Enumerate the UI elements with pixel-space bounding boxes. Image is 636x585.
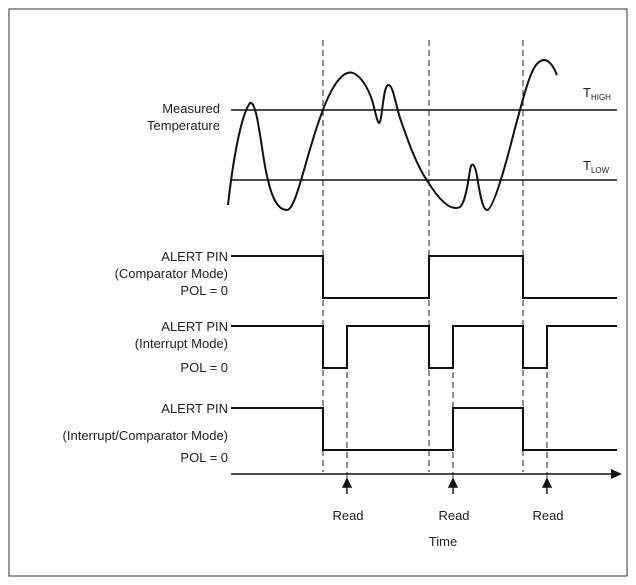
read-label-1: Read <box>332 508 363 523</box>
temperature-label-line1: Measured <box>162 101 220 116</box>
svg-text:(Interrupt/Comparator Mode): (Interrupt/Comparator Mode) <box>63 428 228 443</box>
t-low-label: TLOW <box>583 158 610 175</box>
time-label: Time <box>429 534 457 549</box>
svg-text:(Comparator Mode): (Comparator Mode) <box>115 266 228 281</box>
alert-label-interrupt-comparator: ALERT PIN (Interrupt/Comparator Mode) PO… <box>63 401 228 465</box>
svg-text:POL = 0: POL = 0 <box>180 360 228 375</box>
alert-comparator-waveform <box>231 255 617 299</box>
alert-interrupt-comparator-waveform <box>231 407 617 451</box>
read-arrow-2-head <box>447 477 459 488</box>
svg-text:ALERT PIN: ALERT PIN <box>161 319 228 334</box>
alert-label-interrupt: ALERT PIN (Interrupt Mode) POL = 0 <box>135 319 228 375</box>
alert-interrupt-waveform <box>231 325 617 369</box>
alert-label-comparator: ALERT PIN (Comparator Mode) POL = 0 <box>115 249 228 298</box>
t-high-label: THIGH <box>583 85 611 102</box>
event-markers <box>322 40 548 480</box>
read-label-2: Read <box>438 508 469 523</box>
read-arrow-1-head <box>341 477 353 488</box>
time-axis-arrowhead <box>611 469 622 479</box>
read-arrow-3-head <box>541 477 553 488</box>
svg-text:POL = 0: POL = 0 <box>180 283 228 298</box>
svg-text:(Interrupt Mode): (Interrupt Mode) <box>135 336 228 351</box>
svg-text:POL = 0: POL = 0 <box>180 450 228 465</box>
temperature-curve <box>227 59 558 212</box>
diagram-frame <box>8 8 628 577</box>
temperature-label-line2: Temperature <box>147 118 220 133</box>
svg-text:ALERT PIN: ALERT PIN <box>161 249 228 264</box>
svg-text:ALERT PIN: ALERT PIN <box>161 401 228 416</box>
read-label-3: Read <box>532 508 563 523</box>
